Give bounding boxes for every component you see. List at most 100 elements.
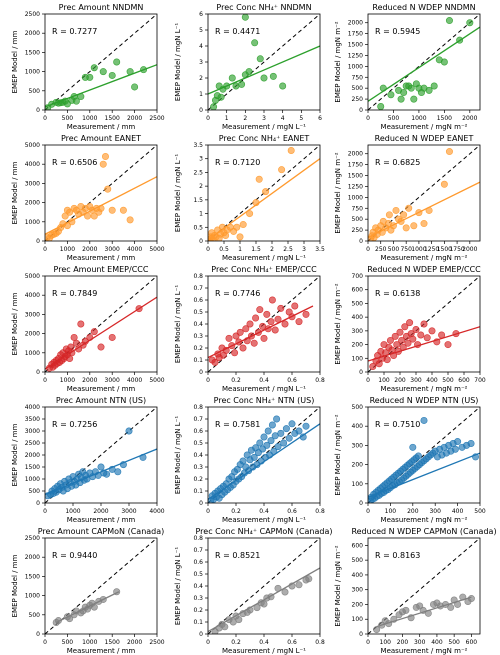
regression-line — [368, 26, 480, 102]
subplot-0-2: Reduced N WDEP NNDMN R = 0.5945 0 500 1000 15… — [334, 3, 481, 131]
x-tick-label: 400 — [452, 508, 464, 515]
y-tick-label: 3 — [199, 59, 203, 66]
data-point — [260, 74, 268, 82]
y-tick-label: 0 — [36, 500, 40, 507]
y-tick-label: 0.4 — [193, 583, 203, 590]
y-tick-label: 1000 — [348, 194, 363, 201]
x-tick-label: 1.5 — [251, 246, 261, 253]
x-tick-label: 2.5 — [283, 246, 293, 253]
y-tick-label: 1000 — [25, 476, 40, 483]
data-point — [126, 216, 134, 224]
x-tick-label: 1500 — [105, 639, 120, 646]
y-tick-label: 100 — [352, 481, 364, 488]
x-tick-label: 5000 — [149, 377, 164, 384]
data-point — [400, 89, 408, 97]
y-tick-label: 0 — [199, 238, 203, 245]
y-tick-label: 0.5 — [193, 440, 203, 447]
x-tick-label: 0 — [366, 508, 370, 515]
y-tick-label: 2.5 — [193, 169, 203, 176]
subplot-title: Prec Amount CAPMoN (Canada) — [38, 527, 165, 536]
data-point — [66, 355, 74, 363]
y-tick-label: 2000 — [348, 20, 363, 27]
y-tick-label: 2500 — [25, 535, 40, 542]
one-to-one-line — [368, 14, 480, 110]
data-point — [369, 363, 377, 371]
y-tick-label: 250 — [352, 227, 364, 234]
data-point — [400, 211, 408, 219]
data-point — [260, 600, 268, 608]
y-tick-label: 100 — [352, 616, 364, 623]
x-axis-label: Measurement / mgN L⁻¹ — [222, 647, 306, 655]
y-tick-label: 750 — [352, 205, 364, 212]
x-tick-label: 1750 — [449, 246, 464, 253]
x-tick-label: 3 — [262, 115, 266, 122]
data-point — [251, 39, 259, 47]
data-point — [440, 180, 448, 188]
data-point — [280, 439, 288, 447]
data-point — [393, 341, 401, 349]
correlation-label: R = 0.4471 — [215, 27, 260, 36]
data-point — [287, 146, 295, 154]
x-tick-label: 2000 — [462, 246, 477, 253]
scatter-points — [45, 427, 147, 500]
data-point — [225, 334, 233, 342]
y-tick-label: 0.1 — [193, 357, 203, 364]
data-point — [236, 328, 244, 336]
y-tick-label: 300 — [352, 587, 364, 594]
data-point — [454, 438, 462, 446]
y-tick-label: 0.3 — [193, 595, 203, 602]
y-tick-label: 200 — [352, 342, 364, 349]
x-tick-label: 1500 — [105, 115, 120, 122]
subplot-title: Reduced N WDEP CAPMoN (Canada) — [351, 527, 496, 536]
y-tick-label: 0 — [36, 631, 40, 638]
x-tick-label: 1000 — [411, 246, 426, 253]
data-point — [99, 160, 107, 168]
y-tick-label: 3 — [199, 156, 203, 163]
data-point — [302, 310, 310, 318]
subplot-title: Prec Conc NH₄⁺ NTN (US) — [214, 396, 315, 405]
y-tick-label: 0.2 — [193, 345, 203, 352]
x-axis-label: Measurement / mgN m⁻² — [381, 516, 468, 524]
x-tick-label: 2000 — [82, 246, 97, 253]
y-tick-label: 0.1 — [193, 619, 203, 626]
data-point — [245, 68, 253, 76]
y-tick-label: 2 — [199, 75, 203, 82]
data-point — [281, 320, 289, 328]
y-tick-label: 2 — [199, 183, 203, 190]
regression-line — [45, 296, 157, 370]
y-tick-label: 1250 — [348, 52, 363, 59]
y-tick-label: 0.6 — [193, 297, 203, 304]
data-point — [211, 358, 219, 366]
data-point — [239, 344, 247, 352]
y-tick-label: 0.3 — [193, 333, 203, 340]
data-point — [291, 302, 299, 310]
y-tick-label: 0 — [359, 369, 363, 376]
x-tick-label: 0 — [43, 115, 47, 122]
data-point — [274, 315, 282, 323]
x-axis-label: Measurement / mgN L⁻¹ — [222, 516, 306, 524]
data-point — [285, 434, 293, 442]
data-point — [238, 80, 246, 88]
data-point — [305, 575, 313, 583]
regression-line — [368, 181, 480, 239]
x-tick-label: 1500 — [437, 115, 452, 122]
x-tick-label: 0 — [206, 639, 210, 646]
subplot-title: Prec Amount NTN (US) — [56, 396, 146, 405]
y-tick-label: 500 — [352, 404, 364, 411]
data-point — [131, 83, 139, 91]
data-point — [278, 166, 286, 174]
data-point — [66, 208, 74, 216]
subplot-2-0: Prec Amount EMEP/CCC R = 0.7849 0 1000 2000 3… — [11, 265, 165, 393]
scatter-points — [369, 319, 460, 371]
data-point — [274, 443, 282, 451]
y-tick-label: 500 — [29, 88, 41, 95]
axes-frame — [44, 275, 158, 373]
scatter-points — [45, 153, 134, 241]
x-tick-label: 1 — [225, 115, 229, 122]
x-tick-label: 1000 — [411, 115, 426, 122]
data-point — [466, 19, 474, 27]
one-to-one-line — [45, 14, 157, 110]
subplot-title: Prec Conc NH₄⁺ EANET — [219, 134, 310, 143]
data-point — [99, 68, 107, 76]
